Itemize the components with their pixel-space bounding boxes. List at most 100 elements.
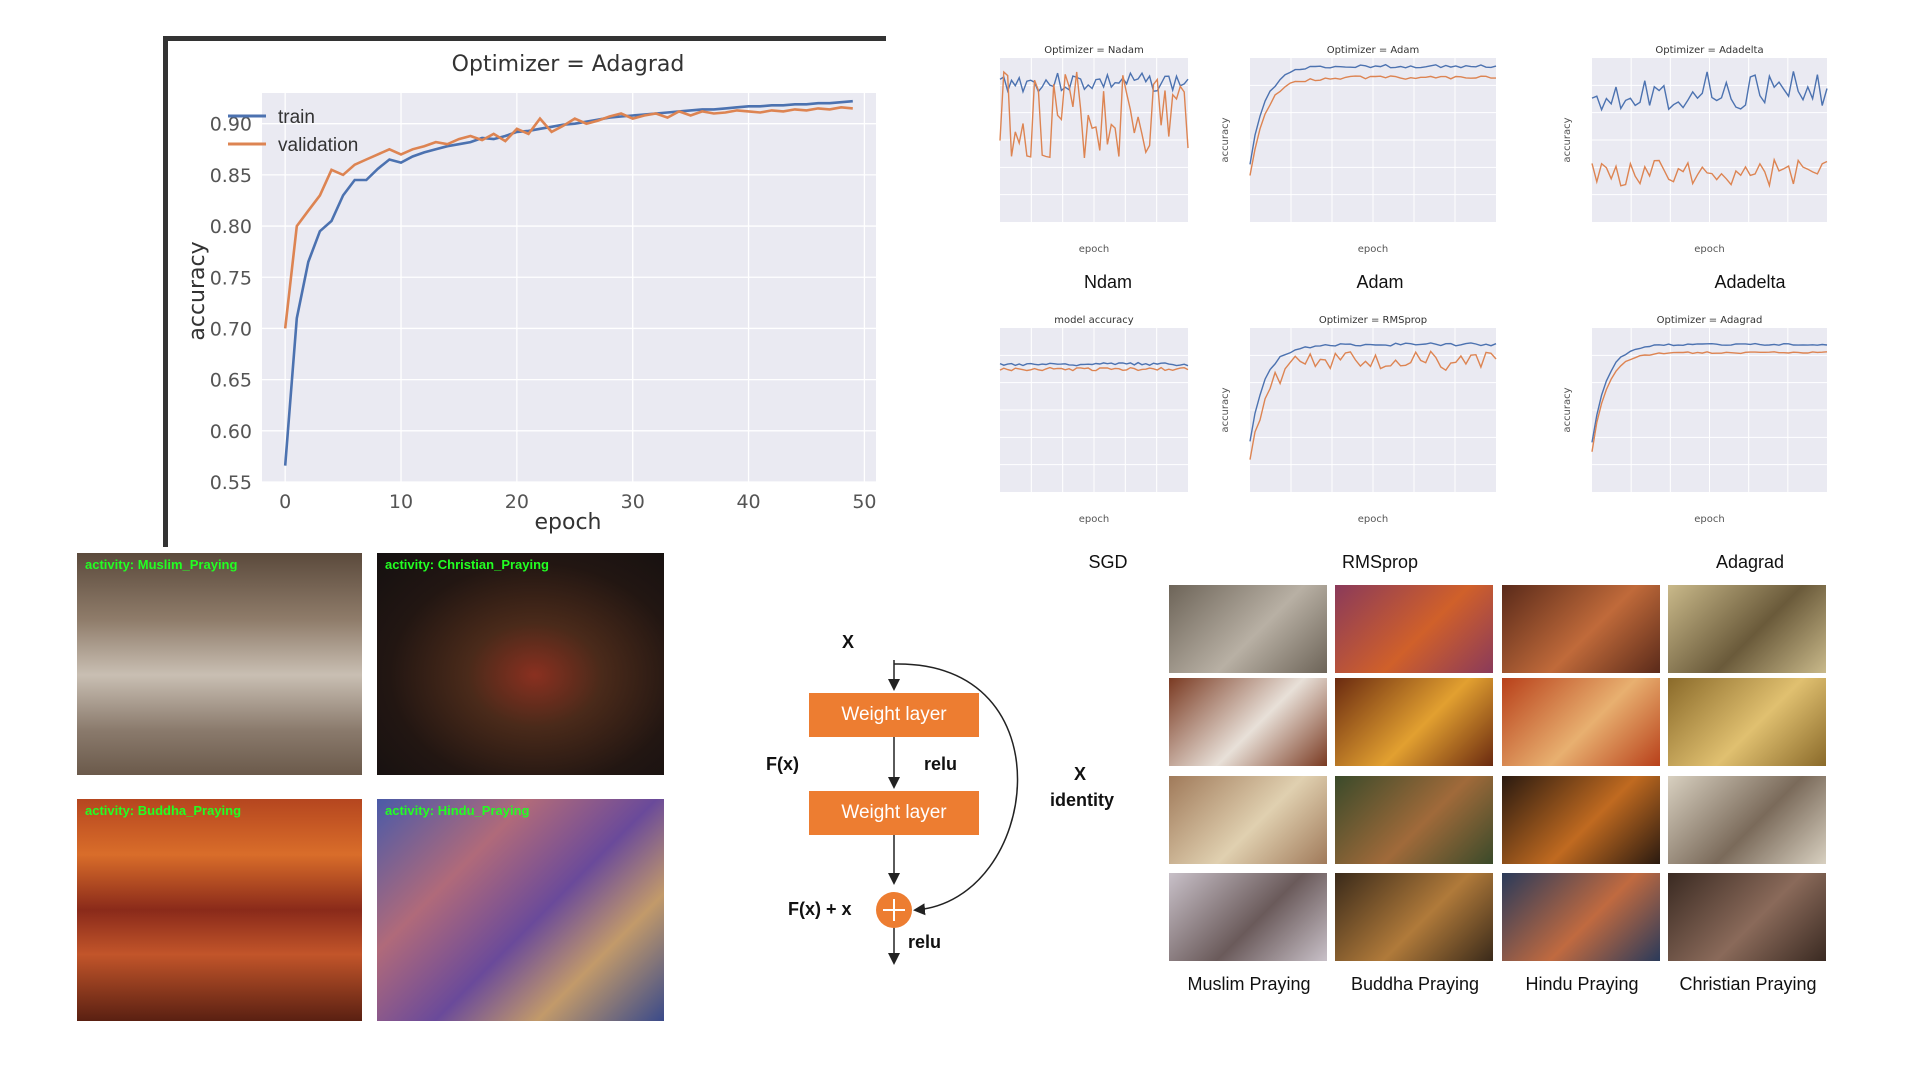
small-x-label: epoch — [1358, 514, 1388, 525]
small-series-line — [1591, 71, 1828, 112]
praying-thumbnail — [1335, 585, 1493, 673]
small-series-line — [999, 361, 1189, 367]
small-series-line — [1591, 342, 1828, 443]
praying-thumbnail — [1169, 585, 1327, 673]
x-tick-label: 30 — [621, 491, 645, 513]
praying-thumbnail — [1502, 873, 1660, 961]
small-chart-rmsprop: Optimizer = RMSprop epoch accuracy — [1218, 312, 1504, 538]
relu-label-2: relu — [908, 932, 942, 952]
activity-label: activity: Buddha_Praying — [85, 803, 242, 818]
small-series-line — [1249, 63, 1497, 165]
small-y-label: accuracy — [1562, 117, 1573, 162]
diagram-input-label: X — [842, 632, 855, 652]
christian-praying-photo: activity: Christian_Praying — [377, 553, 664, 775]
optimizer-caption: SGD — [1088, 552, 1128, 572]
activity-label: activity: Hindu_Praying — [385, 803, 530, 818]
x-tick-label: 20 — [505, 491, 529, 513]
small-series-line — [1591, 157, 1828, 189]
small-series-line — [999, 71, 1189, 94]
identity-label: identity — [1050, 790, 1115, 810]
optimizer-caption: Adagrad — [1715, 552, 1785, 572]
praying-thumbnail — [1335, 678, 1493, 766]
praying-thumbnail — [1668, 873, 1826, 961]
small-x-label: epoch — [1694, 514, 1724, 525]
small-series-line — [1249, 75, 1496, 176]
praying-thumbnail — [1169, 873, 1327, 961]
small-y-label: accuracy — [1220, 117, 1231, 162]
series-line-train — [283, 99, 853, 466]
x-tick-label: 10 — [389, 491, 413, 513]
small-series-line — [1249, 342, 1497, 442]
praying-thumbnail — [1169, 776, 1327, 864]
legend-validation-label: validation — [278, 135, 358, 156]
optimizer-caption: RMSprop — [1341, 552, 1419, 572]
small-chart-adadelta: Optimizer = Adadelta epoch accuracy — [1560, 42, 1835, 268]
activity-label: activity: Christian_Praying — [385, 557, 549, 572]
small-x-label: epoch — [1079, 244, 1109, 255]
praying-thumbnail — [1668, 776, 1826, 864]
small-series-line — [1591, 351, 1828, 452]
plot-area — [262, 93, 876, 482]
small-chart-title: Optimizer = RMSprop — [1319, 315, 1427, 326]
small-x-label: epoch — [1358, 244, 1388, 255]
small-y-label: accuracy — [1220, 387, 1231, 432]
legend-train-label: train — [278, 107, 315, 128]
praying-thumbnail — [1502, 585, 1660, 673]
activity-label: activity: Muslim_Praying — [85, 557, 238, 572]
small-chart-title: Optimizer = Adam — [1327, 45, 1420, 56]
diagram-arrows — [876, 660, 1019, 965]
small-chart-adagrad: Optimizer = Adagrad epoch accuracy — [1560, 312, 1835, 538]
y-tick-label: 0.80 — [210, 216, 252, 238]
y-axis-label: accuracy — [185, 241, 210, 340]
small-series-line — [999, 70, 1189, 159]
y-tick-label: 0.55 — [210, 472, 252, 494]
y-tick-label: 0.75 — [210, 267, 252, 289]
hindu-praying-photo: activity: Hindu_Praying — [377, 799, 664, 1021]
y-tick-label: 0.85 — [210, 165, 252, 187]
optimizer-caption: Adadelta — [1714, 272, 1786, 292]
x-axis-label: epoch — [535, 510, 602, 535]
weight-layer-1: Weight layer — [809, 693, 979, 737]
small-chart-adam: Optimizer = Adam epoch accuracy — [1218, 42, 1504, 268]
x-tick-label: 40 — [736, 491, 760, 513]
small-x-label: epoch — [1079, 514, 1109, 525]
chart-title: Optimizer = Adagrad — [452, 52, 685, 77]
small-chart-title: Optimizer = Adagrad — [1657, 315, 1763, 326]
caption-buddha: Buddha Praying — [1350, 974, 1480, 994]
praying-thumbnail — [1335, 776, 1493, 864]
small-series-line — [1249, 350, 1497, 460]
muslim-praying-photo: activity: Muslim_Praying — [77, 553, 362, 775]
caption-christian: Christian Praying — [1679, 974, 1817, 994]
skip-x-label: X — [1074, 764, 1087, 784]
caption-muslim: Muslim Praying — [1187, 974, 1311, 994]
legend: train validation — [228, 107, 358, 156]
small-y-label: accuracy — [1562, 387, 1573, 432]
praying-thumbnail — [1335, 873, 1493, 961]
praying-thumbnail — [1668, 678, 1826, 766]
optimizer-caption: Adam — [1356, 272, 1404, 292]
buddha-praying-photo: activity: Buddha_Praying — [77, 799, 362, 1021]
main-chart: Optimizer = Adagrad 0.55 0.60 0.65 0.70 0.75… — [163, 36, 886, 547]
sum-label: F(x) + x — [788, 899, 852, 919]
y-tick-label: 0.70 — [210, 318, 252, 340]
small-chart-title: model accuracy — [1054, 315, 1134, 326]
small-series-line — [999, 366, 1189, 372]
small-chart-title: Optimizer = Nadam — [1044, 45, 1144, 56]
caption-hindu: Hindu Praying — [1525, 974, 1639, 994]
relu-label-1: relu — [924, 754, 958, 774]
series-line-validation — [283, 105, 853, 329]
y-tick-label: 0.60 — [210, 421, 252, 443]
small-chart-ndam: Optimizer = Nadam epoch — [968, 42, 1196, 268]
praying-thumbnail — [1502, 776, 1660, 864]
praying-thumbnail — [1502, 678, 1660, 766]
main-chart-svg: Optimizer = Adagrad 0.55 0.60 0.65 0.70 0.75… — [185, 52, 877, 535]
small-chart-sgd: model accuracy epoch — [968, 312, 1196, 538]
x-tick-label: 0 — [279, 491, 291, 513]
fx-label: F(x) — [766, 754, 799, 774]
optimizer-caption: Ndam — [1083, 272, 1132, 292]
praying-thumbnail — [1169, 678, 1327, 766]
small-chart-title: Optimizer = Adadelta — [1655, 45, 1763, 56]
y-tick-label: 0.65 — [210, 370, 252, 392]
y-tick-label: 0.90 — [210, 114, 252, 136]
weight-layer-2: Weight layer — [809, 791, 979, 835]
